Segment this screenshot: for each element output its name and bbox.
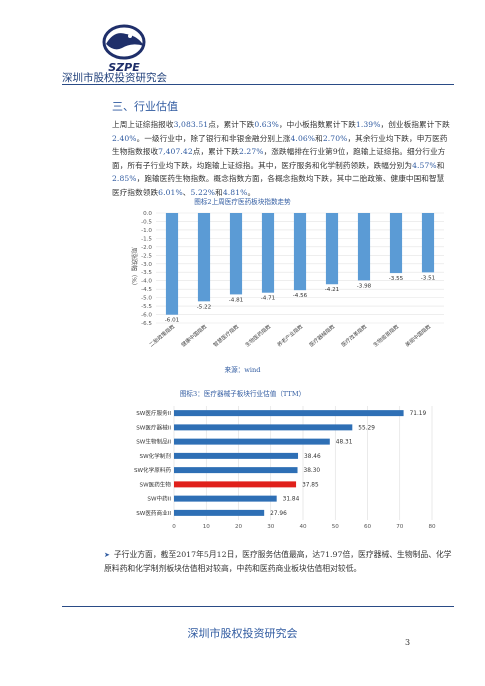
bullet-arrow-icon: ➤ — [104, 551, 110, 559]
data-label: -4.71 — [261, 296, 276, 302]
data-label: -4.56 — [293, 293, 308, 299]
bar — [421, 213, 435, 273]
chart1-bar-chart: 0.0 -0.5 -1.0 -1.5 -2.0 -2.5 -3.0 -3.5 -4.0 -4.5 -… — [130, 211, 444, 349]
y-tick-label: -5.5 — [141, 304, 152, 310]
bar — [174, 452, 299, 459]
x-tick-label: 生物疫苗指数 — [371, 322, 401, 349]
y-tick-label: -2.0 — [141, 245, 152, 251]
data-label: 27.96 — [270, 511, 287, 517]
bar — [174, 467, 298, 474]
data-label: 38.30 — [304, 468, 321, 474]
x-tick-label: 70 — [396, 524, 404, 530]
data-label: 48.31 — [336, 440, 353, 446]
data-label: -3.51 — [421, 275, 436, 281]
y-tick-label: -3.0 — [141, 262, 152, 268]
y-tick-label: -4.5 — [141, 287, 152, 293]
y-axis-label: 周涨跌幅（%） — [130, 247, 138, 289]
header-divider — [62, 84, 454, 85]
x-tick-label: 60 — [364, 524, 372, 530]
bar — [261, 213, 275, 293]
x-tick-label: 医疗改革指数 — [339, 322, 369, 349]
header-org-name: 深圳市股权投资研究会 — [62, 72, 167, 84]
y-tick-label: SW化学制剂 — [140, 452, 172, 460]
data-label: 55.29 — [358, 425, 375, 431]
x-tick-label: 美丽中国指数 — [403, 322, 433, 349]
bar — [197, 213, 211, 302]
x-tick-label: 10 — [203, 524, 211, 530]
y-tick-label: SW化学原料药 — [134, 466, 171, 474]
section-title: 三、行业估值 — [112, 100, 178, 113]
footer-divider — [62, 606, 454, 607]
bar — [174, 481, 297, 488]
x-tick-label: 0 — [172, 524, 176, 530]
x-tick-label: 80 — [428, 524, 436, 530]
y-tick-label: -5.0 — [141, 296, 152, 302]
y-tick-label: -1.0 — [141, 228, 152, 234]
bar — [174, 424, 353, 431]
y-tick-label: -2.5 — [141, 253, 152, 259]
x-tick-label: 养老产业指数 — [275, 322, 305, 349]
bar — [325, 213, 339, 285]
data-label: -3.98 — [357, 283, 372, 289]
logo-text: SZPE — [108, 61, 140, 74]
bar — [174, 509, 265, 516]
data-label: -4.21 — [325, 287, 340, 293]
y-tick-label: -0.5 — [141, 219, 152, 225]
x-tick-label: 医疗器械指数 — [307, 322, 337, 349]
data-label: 38.46 — [304, 454, 321, 460]
chart2-title: 图标3：医疗器械子板块行业估值（TTM） — [179, 390, 306, 398]
data-label: -4.81 — [229, 297, 244, 303]
y-tick-label: SW医药商业II — [136, 509, 171, 517]
bar — [229, 213, 243, 295]
chart2-horizontal-bar-chart: 0 10 20 30 40 50 60 70 80 71.19 SW医疗服务II 55.29 SW医疗器… — [134, 406, 436, 530]
x-tick-label: 20 — [235, 524, 243, 530]
y-tick-label: 0.0 — [143, 211, 152, 217]
data-label: 37.85 — [302, 482, 319, 488]
y-tick-label: SW医疗器械II — [136, 423, 171, 431]
bar — [165, 213, 179, 315]
chart1-title: 图标2上周医疗医药板块指数走势 — [194, 198, 291, 206]
body-paragraph: 上周上证综指报收3,083.51点，累计下跌0.63%，中小板指数累计下跌1.3… — [112, 120, 450, 197]
data-label: -6.01 — [165, 318, 180, 324]
x-tick-label: 健康中国指数 — [179, 322, 209, 349]
y-tick-label: SW医药生物 — [140, 480, 172, 488]
bar — [174, 438, 330, 445]
bar — [174, 495, 277, 502]
x-tick-label: 智慧医疗指数 — [211, 322, 241, 349]
y-tick-label: -1.5 — [141, 236, 152, 242]
x-tick-label: 40 — [299, 524, 307, 530]
y-tick-label: -4.0 — [141, 279, 152, 285]
y-tick-label: -6.0 — [141, 313, 152, 319]
x-tick-label: 生物医药指数 — [243, 322, 273, 349]
bar — [174, 410, 404, 417]
szpe-logo: SZPE — [102, 24, 146, 74]
footer-org-name: 深圳市股权投资研究会 — [187, 627, 298, 640]
page-number: 3 — [405, 638, 411, 647]
y-tick-label: -3.5 — [141, 270, 152, 276]
data-label: -3.55 — [389, 276, 404, 282]
chart1-source: 来源：wind — [224, 366, 261, 374]
bar — [389, 213, 403, 274]
bullet-text: 子行业方面，截至2017年5月12日，医疗服务估值最高，达71.97倍，医疗器械… — [104, 550, 452, 573]
data-label: -5.22 — [197, 304, 211, 310]
bar — [293, 213, 307, 291]
y-tick-label: -6.5 — [141, 321, 152, 327]
y-tick-label: SW医疗服务II — [136, 409, 171, 417]
x-tick-label: 50 — [332, 524, 340, 530]
y-tick-label: SW中药II — [147, 495, 171, 503]
data-label: 31.84 — [283, 497, 300, 503]
x-tick-label: 30 — [267, 524, 275, 530]
data-label: 71.19 — [410, 411, 427, 417]
bullet-paragraph: ➤ 子行业方面，截至2017年5月12日，医疗服务估值最高，达71.97倍，医疗器… — [104, 548, 459, 576]
bar — [357, 213, 371, 281]
y-tick-label: SW生物制品II — [136, 438, 171, 446]
